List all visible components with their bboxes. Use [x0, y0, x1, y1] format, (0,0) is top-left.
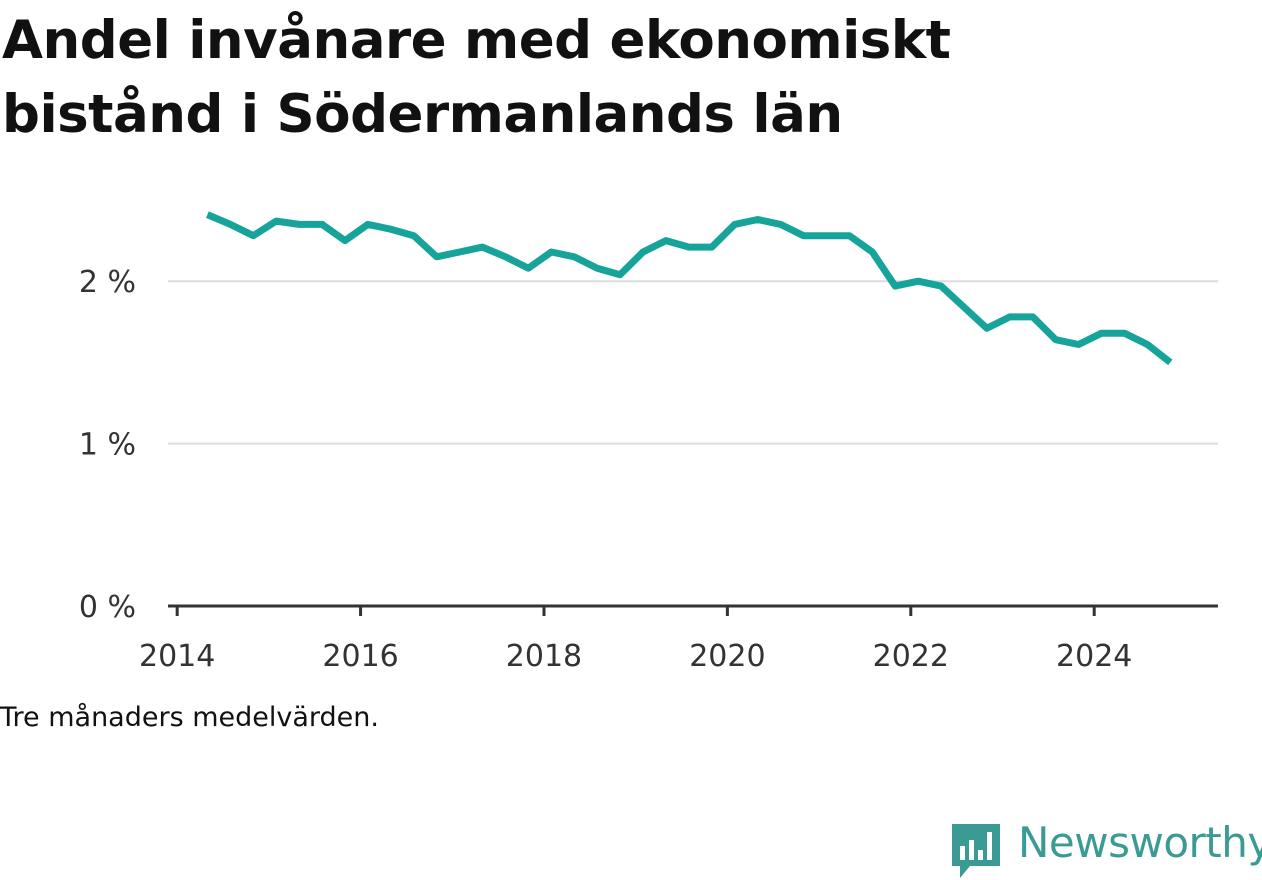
x-tick-label: 2022 — [873, 639, 949, 674]
series — [206, 211, 1173, 366]
y-tick-label: 1 % — [79, 428, 136, 463]
y-tick-label: 2 % — [79, 265, 136, 300]
chart-title: Andel invånare med ekonomiskt bistånd i … — [2, 10, 951, 145]
x-tick-label: 2018 — [506, 639, 582, 674]
brand: Newsworthy — [950, 818, 1262, 878]
series-line — [206, 211, 1173, 366]
x-axis-labels: 2014 2016 2018 2020 2022 2024 — [139, 639, 1132, 674]
x-axis — [168, 604, 1218, 616]
x-tick-label: 2014 — [139, 639, 215, 674]
brand-name: Newsworthy — [1018, 818, 1262, 867]
x-tick-label: 2016 — [322, 639, 398, 674]
x-tick-label: 2020 — [689, 639, 765, 674]
y-axis-labels: 0 % 1 % 2 % — [79, 265, 136, 625]
y-tick-label: 0 % — [79, 590, 136, 625]
grid-lines — [168, 280, 1218, 445]
x-tick-label: 2024 — [1056, 639, 1132, 674]
line-chart: 0 % 1 % 2 % 2014 2016 2018 2020 2022 2024 — [79, 211, 1218, 674]
footnote: Tre månaders medelvärden. — [0, 702, 379, 733]
newsworthy-logo-icon — [952, 824, 1000, 878]
